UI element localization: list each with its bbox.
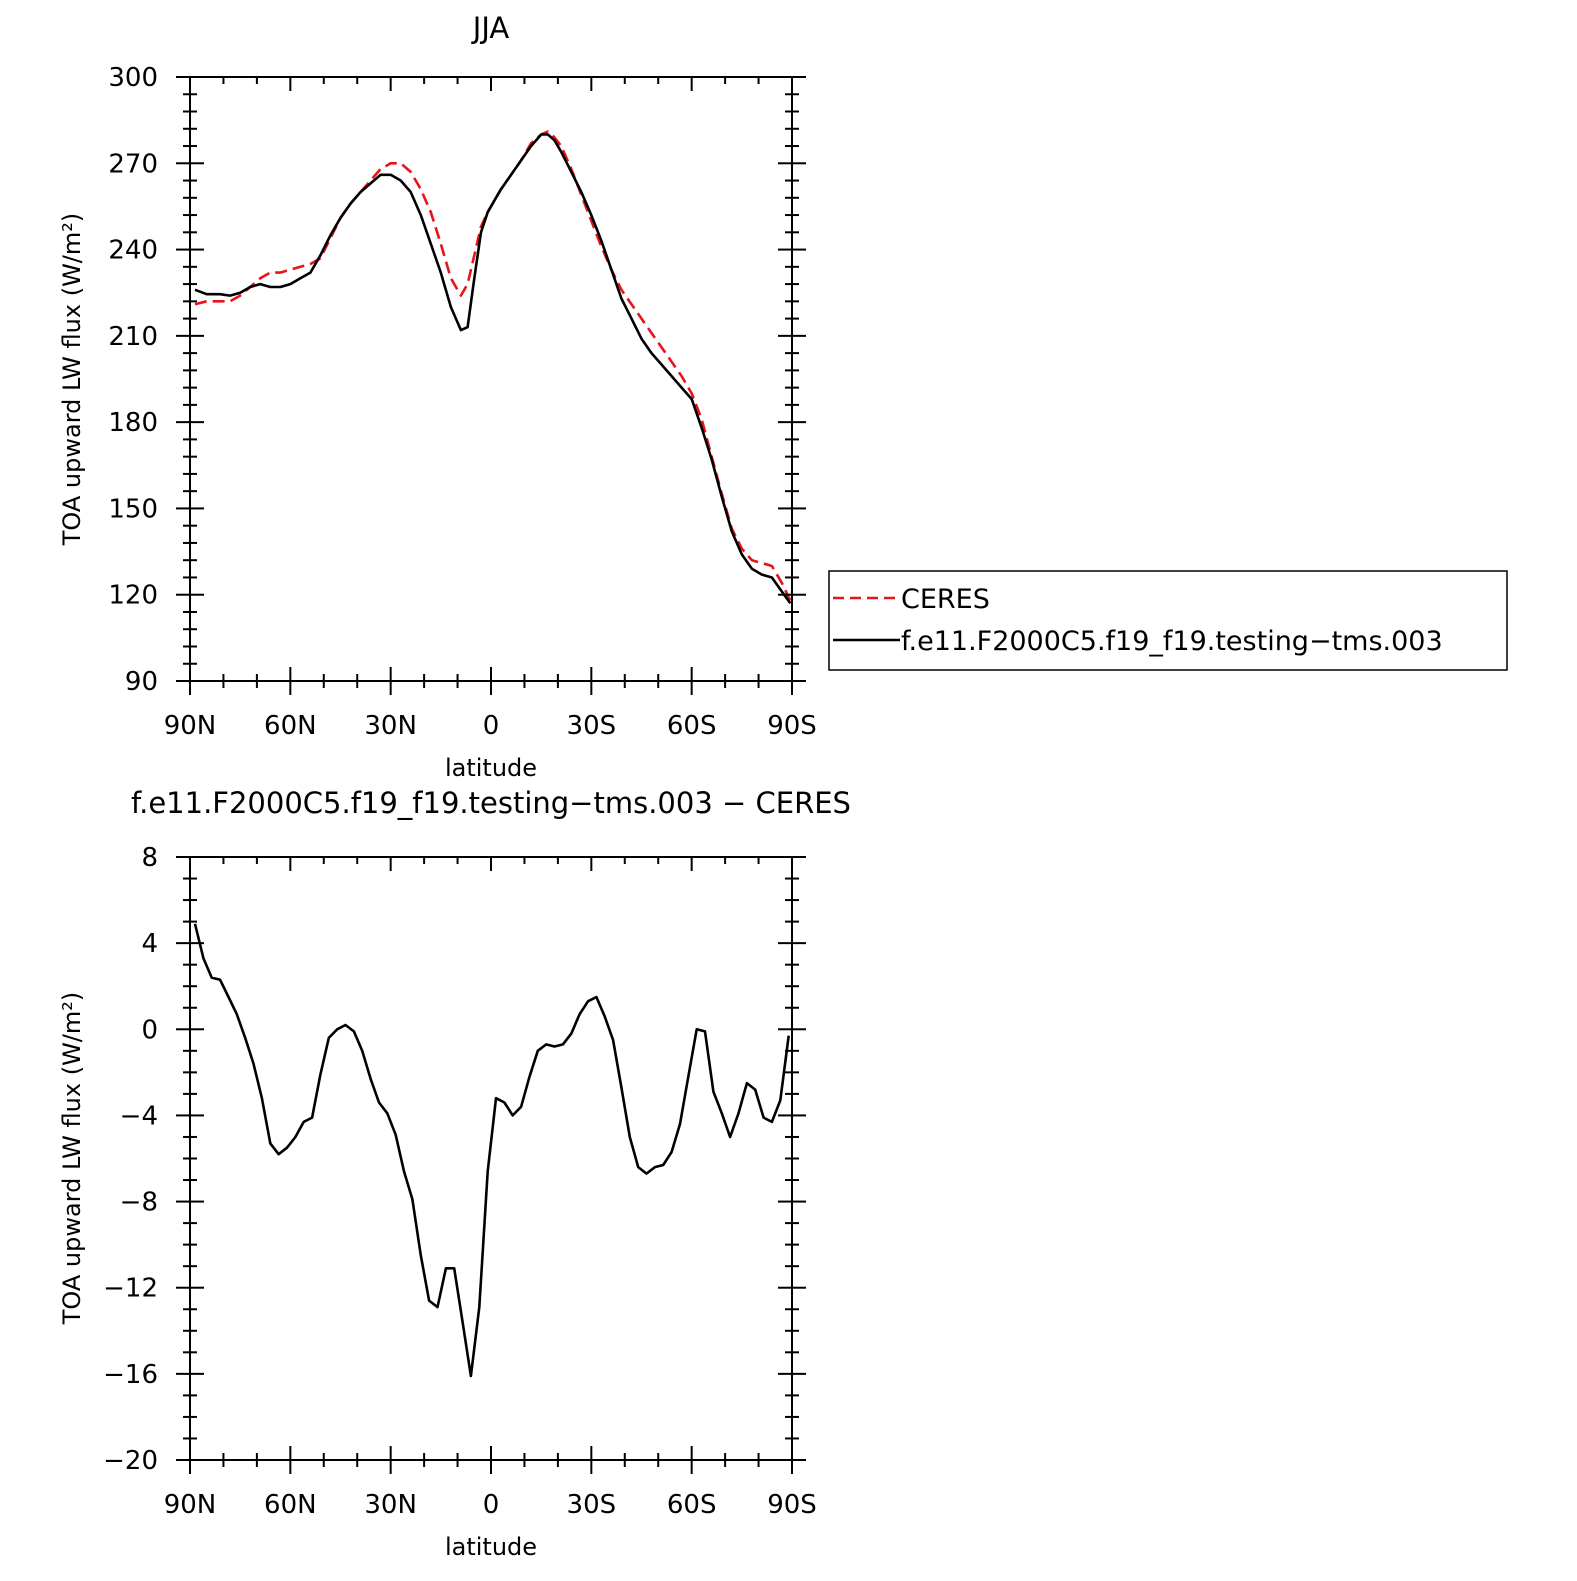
bottom-x-tick-label: 30N — [364, 1490, 417, 1520]
top-plot-frame — [189, 76, 793, 682]
top-y-tick-label: 90 — [125, 667, 158, 697]
top-tick-layer: 90N 60N 30N 0 30S 60S 90S 90 120 150 180 210 240 270 3… — [108, 63, 816, 741]
top-y-tick-label: 270 — [108, 149, 158, 179]
bottom-y-tick-label: −4 — [120, 1101, 158, 1131]
top-panel-title: JJA — [471, 11, 510, 45]
bottom-panel: f.e11.F2000C5.f19_f19.testing−tms.003 − … — [58, 786, 851, 1561]
top-x-tick-label: 90S — [767, 711, 817, 741]
bottom-y-tick-label: −16 — [103, 1360, 158, 1390]
top-x-tick-label: 60S — [667, 711, 717, 741]
top-y-tick-label: 150 — [108, 494, 158, 524]
top-y-tick-label: 210 — [108, 322, 158, 352]
top-x-tick-label: 90N — [164, 711, 217, 741]
top-x-tick-label: 30N — [364, 711, 417, 741]
top-x-tick-label: 0 — [483, 711, 500, 741]
bottom-x-tick-label: 90S — [767, 1490, 817, 1520]
top-x-tick-label: 60N — [264, 711, 317, 741]
bottom-y-tick-label: 4 — [141, 929, 158, 959]
bottom-y-tick-label: 0 — [141, 1015, 158, 1045]
legend-model-label: f.e11.F2000C5.f19_f19.testing−tms.003 — [901, 626, 1443, 657]
top-series-line-ceres — [194, 130, 792, 602]
bottom-y-axis-label: TOA upward LW flux (W/m²) — [58, 992, 86, 1326]
top-y-tick-label: 300 — [108, 63, 158, 93]
bottom-y-tick-label: −20 — [103, 1446, 158, 1476]
top-y-tick-label: 180 — [108, 408, 158, 438]
bottom-plot-frame — [189, 856, 793, 1461]
bottom-y-tick-label: −12 — [103, 1274, 158, 1304]
top-panel: JJA 90N 60N 30N 0 30S 60S 90S 90 120 150 180 210 240… — [58, 11, 1508, 782]
legend: CERES f.e11.F2000C5.f19_f19.testing−tms.… — [828, 570, 1508, 671]
legend-box — [828, 570, 1508, 671]
bottom-panel-title: f.e11.F2000C5.f19_f19.testing−tms.003 − … — [131, 786, 851, 820]
bottom-series-layer — [193, 923, 790, 1378]
legend-ceres-label: CERES — [901, 584, 990, 615]
top-x-axis-label: latitude — [445, 754, 537, 782]
top-series-layer — [194, 130, 792, 605]
bottom-series-line-model — [193, 923, 790, 1378]
bottom-x-tick-label: 90N — [164, 1490, 217, 1520]
bottom-x-axis-label: latitude — [445, 1533, 537, 1561]
top-y-tick-label: 240 — [108, 236, 158, 266]
bottom-x-tick-label: 60N — [264, 1490, 317, 1520]
top-series-line-model — [194, 133, 792, 605]
top-y-tick-label: 120 — [108, 581, 158, 611]
bottom-y-tick-label: 8 — [141, 843, 158, 873]
bottom-x-tick-label: 30S — [567, 1490, 617, 1520]
top-x-tick-label: 30S — [567, 711, 617, 741]
bottom-y-tick-label: −8 — [120, 1188, 158, 1218]
bottom-x-tick-label: 0 — [483, 1490, 500, 1520]
top-y-axis-label: TOA upward LW flux (W/m²) — [58, 213, 86, 547]
bottom-x-tick-label: 60S — [667, 1490, 717, 1520]
bottom-tick-layer: 90N 60N 30N 0 30S 60S 90S −20 −16 −12 −8 −4 0 4 8 — [103, 843, 817, 1520]
